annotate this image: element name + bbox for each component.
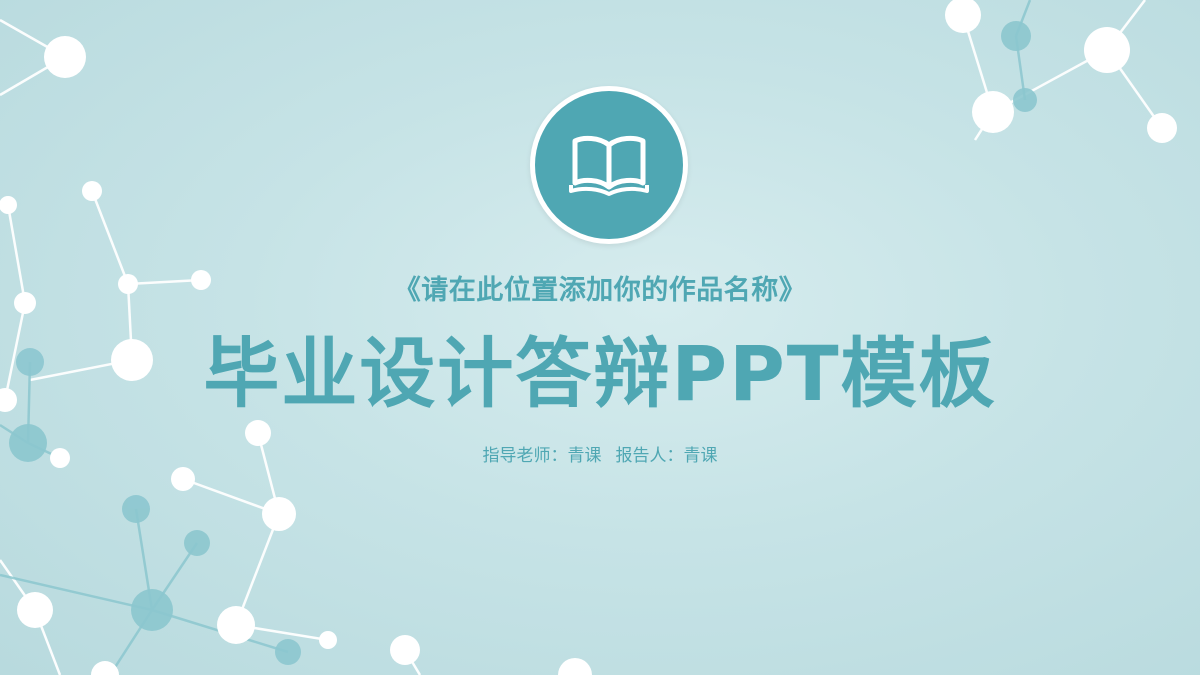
book-badge-circle [535,91,683,239]
open-book-icon [569,135,649,196]
page-title: 毕业设计答辩PPT模板 [203,329,997,418]
project-name-subtitle: 《请在此位置添加你的作品名称》 [393,275,807,306]
book-badge [530,86,688,244]
advisor-label: 指导老师：青课 [482,446,602,466]
credits-line: 指导老师：青课 报告人：青课 [0,441,1200,466]
presenter-label: 报告人：青课 [615,446,718,466]
